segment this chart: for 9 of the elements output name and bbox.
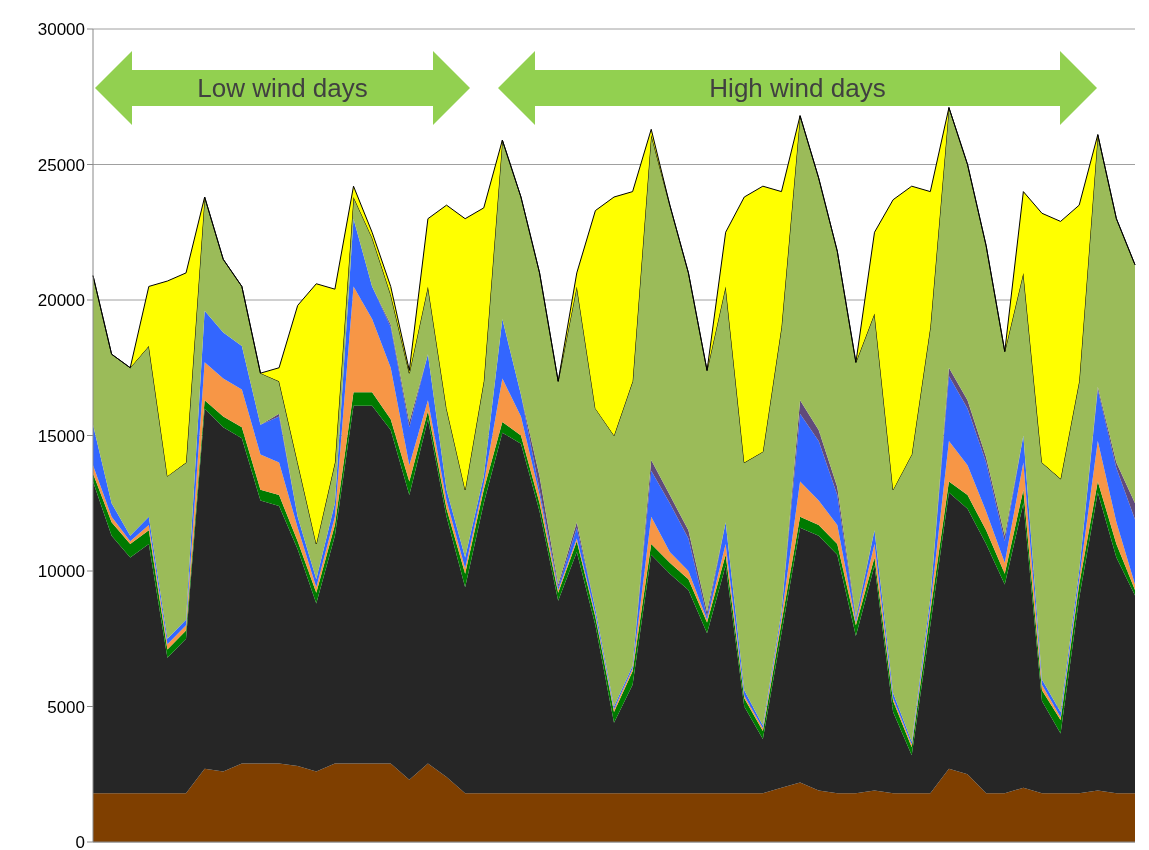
annotation: High wind days [709,73,886,103]
y-tick-label: 25000 [37,155,85,175]
y-tick-label: 5000 [47,697,85,717]
y-tick-label: 10000 [37,562,85,582]
y-tick-label: 20000 [37,291,85,311]
y-tick-label: 0 [75,833,85,850]
y-tick-label: 30000 [37,20,85,40]
y-tick-label: 15000 [37,426,85,446]
annotation: Low wind days [197,73,368,103]
